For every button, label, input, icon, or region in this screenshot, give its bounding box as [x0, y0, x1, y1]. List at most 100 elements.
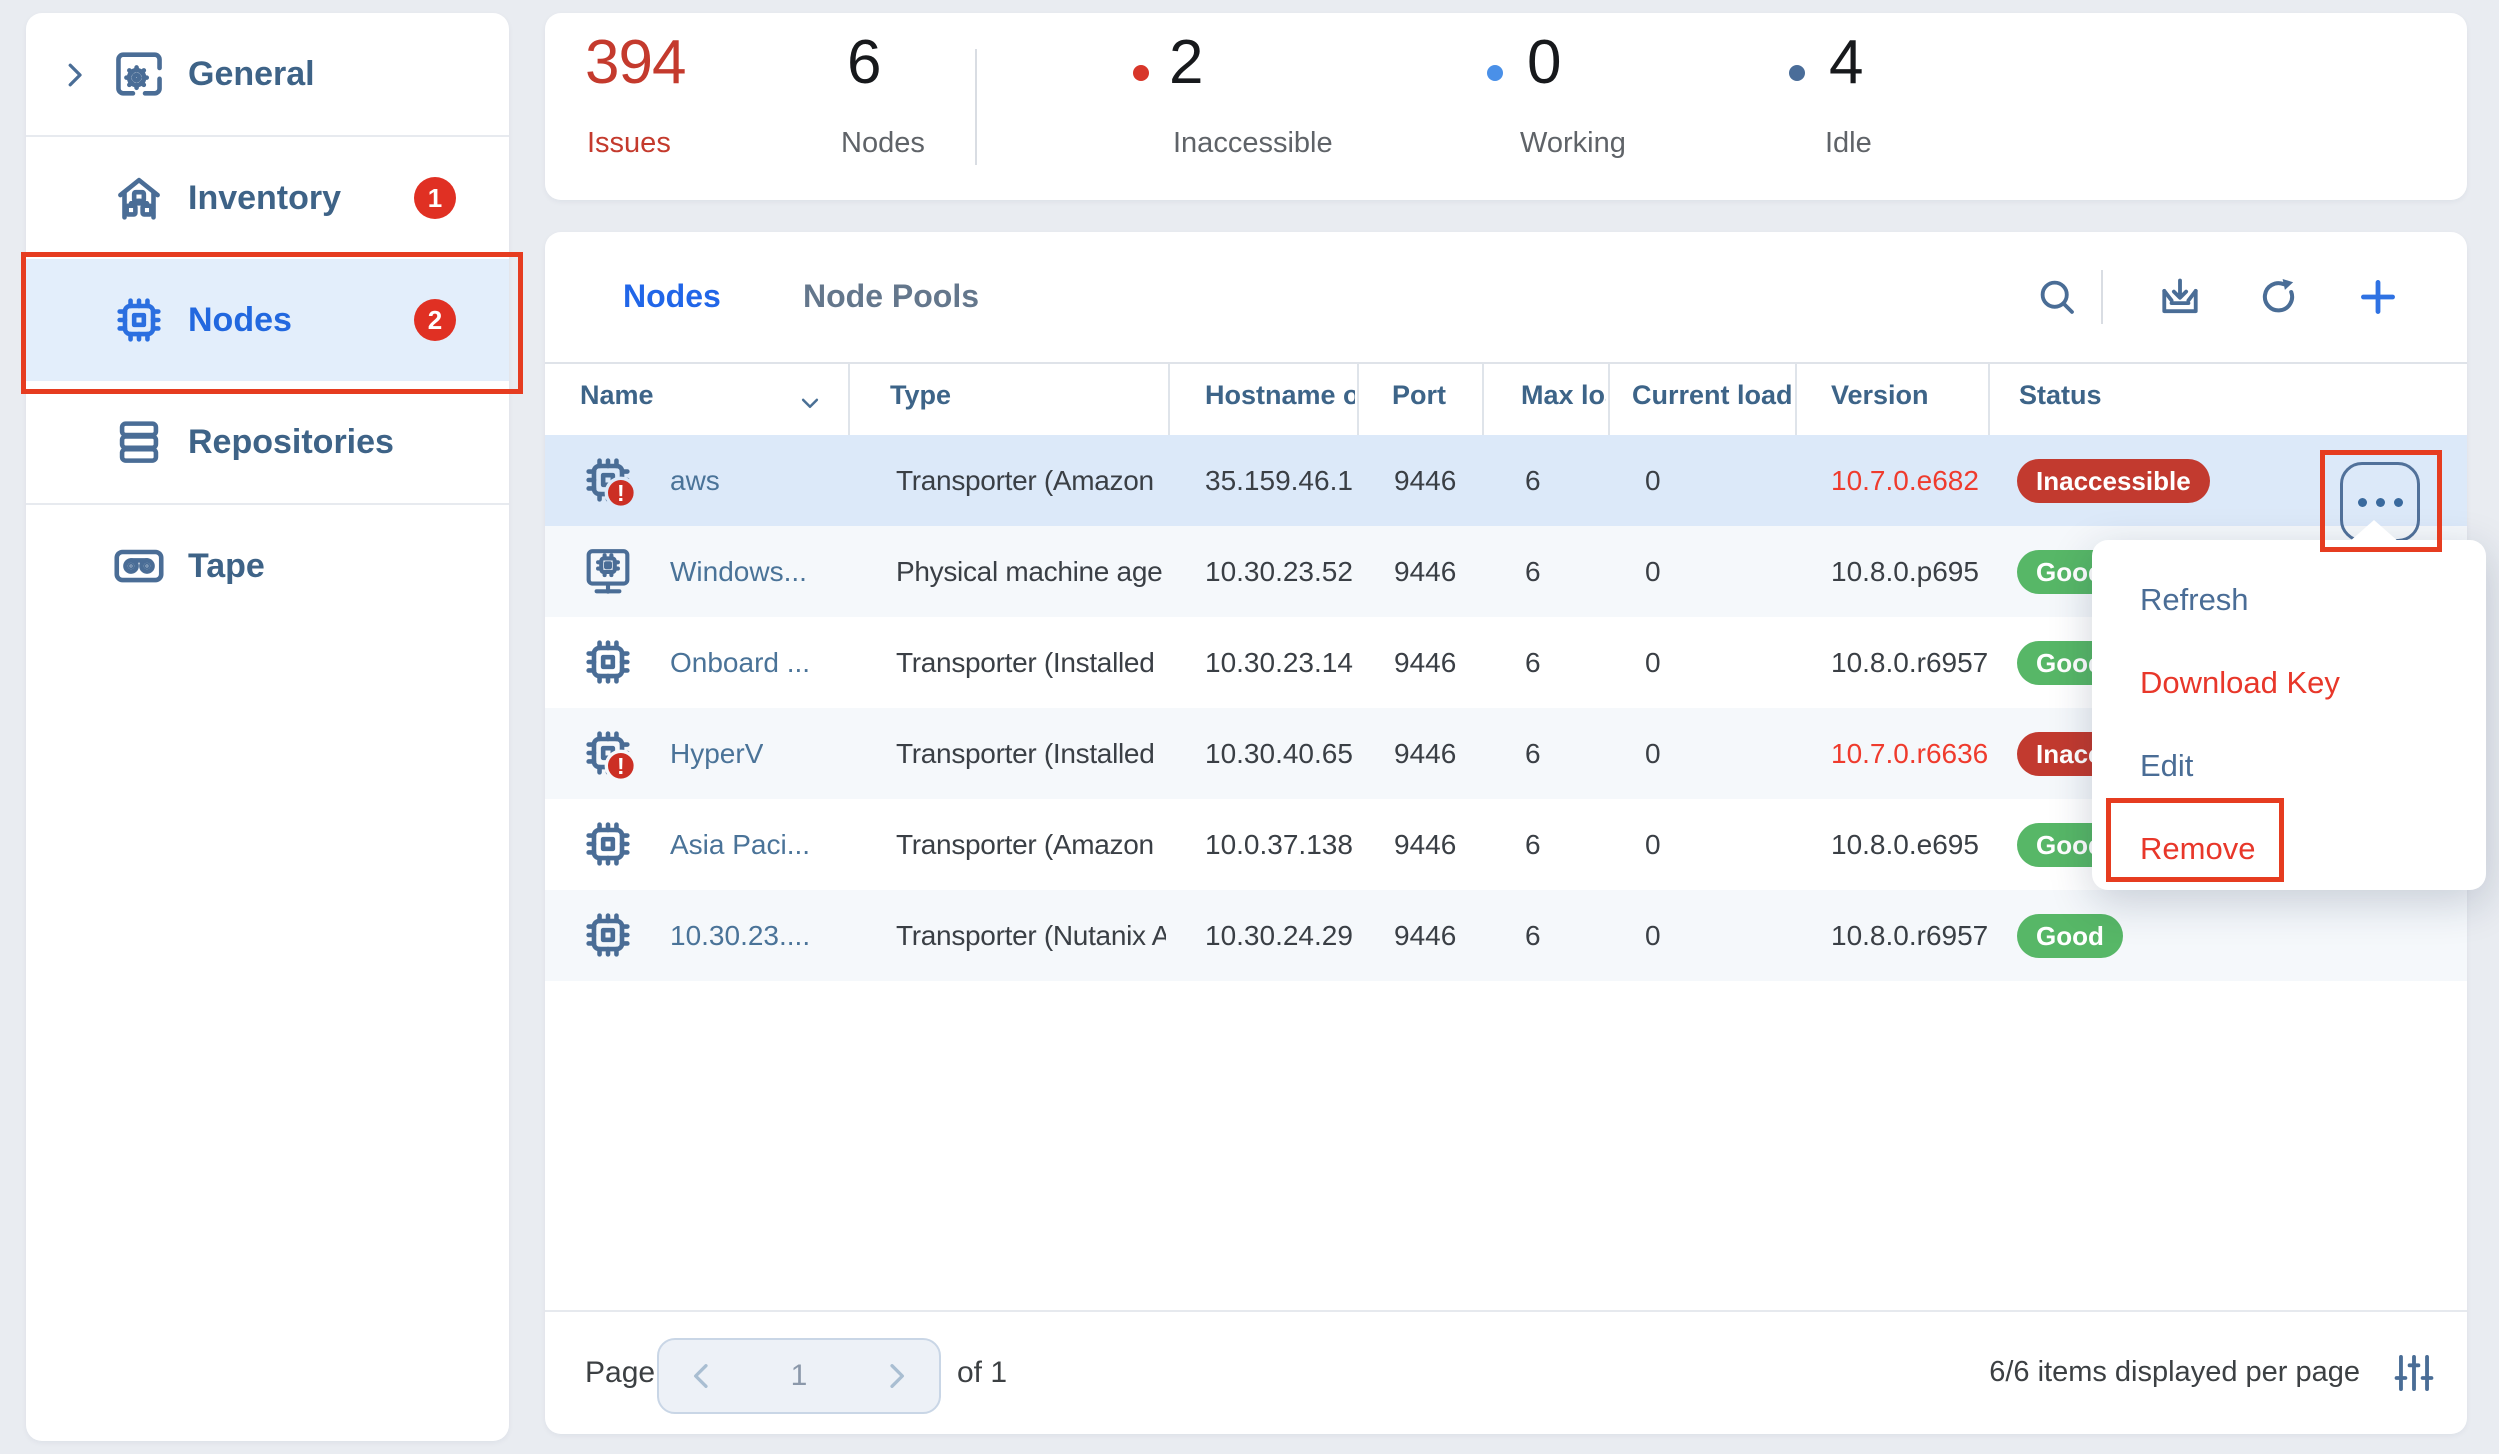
sidebar-item-repositories[interactable]: Repositories — [26, 381, 509, 505]
general-settings-icon — [110, 45, 168, 103]
column-separator — [1482, 364, 1484, 436]
chip-icon — [579, 906, 637, 964]
menu-item-remove[interactable]: Remove — [2140, 830, 2256, 866]
col-header-name[interactable]: Name — [580, 380, 654, 410]
node-hostname: 10.30.23.52 — [1205, 556, 1353, 587]
node-type: Physical machine age — [896, 556, 1163, 587]
col-header-version[interactable]: Version — [1831, 380, 1929, 410]
node-port: 9446 — [1394, 647, 1457, 678]
status-badge: Inaccessible — [2017, 435, 2210, 526]
sort-chevron-icon[interactable] — [795, 388, 825, 418]
node-port: 9446 — [1394, 556, 1457, 587]
prev-page-icon[interactable] — [683, 1357, 721, 1395]
chip-icon — [579, 815, 637, 873]
chip-alert-icon: ! — [579, 451, 637, 509]
machine-icon — [579, 542, 637, 600]
node-port: 9446 — [1394, 920, 1457, 951]
node-port: 9446 — [1394, 738, 1457, 769]
menu-item-edit[interactable]: Edit — [2140, 747, 2194, 783]
node-hostname: 10.30.23.14 — [1205, 647, 1353, 678]
node-currentload: 0 — [1645, 738, 1661, 769]
inaccessible-count: 2 — [1169, 28, 1203, 97]
node-name-link[interactable]: Asia Paci... — [670, 829, 811, 860]
sidebar-item-nodes[interactable]: Nodes 2 — [26, 259, 509, 381]
node-type: Transporter (Installed — [896, 738, 1155, 769]
nodes-count: 6 — [847, 28, 881, 97]
refresh-icon[interactable] — [2255, 274, 2301, 320]
node-version: 10.8.0.e695 — [1831, 829, 1979, 860]
column-separator — [1168, 364, 1170, 436]
stats-bar: 394 Issues 6 Nodes 2 Inaccessible 0 Work… — [545, 13, 2467, 200]
node-version: 10.7.0.e682 — [1831, 465, 1979, 496]
node-hostname: 35.159.46.1 — [1205, 465, 1353, 496]
sidebar-item-label: Inventory — [188, 178, 342, 217]
node-hostname: 10.30.24.29 — [1205, 920, 1353, 951]
next-page-icon[interactable] — [877, 1357, 915, 1395]
display-settings-icon[interactable] — [2391, 1350, 2437, 1396]
node-name-link[interactable]: aws — [670, 465, 720, 496]
node-name-link[interactable]: 10.30.23.... — [670, 920, 811, 951]
node-currentload: 0 — [1645, 647, 1661, 678]
search-icon[interactable] — [2034, 274, 2080, 320]
svg-text:!: ! — [617, 753, 625, 779]
add-icon[interactable] — [2355, 274, 2401, 320]
node-version: 10.7.0.r6636 — [1831, 738, 1989, 769]
node-port: 9446 — [1394, 829, 1457, 860]
sidebar-item-inventory[interactable]: Inventory 1 — [26, 137, 509, 259]
inaccessible-dot-icon — [1133, 65, 1149, 81]
node-name-link[interactable]: HyperV — [670, 738, 764, 769]
menu-item-refresh[interactable]: Refresh — [2140, 581, 2249, 617]
import-icon[interactable] — [2157, 274, 2203, 320]
col-header-port[interactable]: Port — [1392, 380, 1446, 410]
column-separator — [1357, 364, 1359, 436]
col-header-type[interactable]: Type — [890, 380, 952, 410]
node-version: 10.8.0.p695 — [1831, 556, 1979, 587]
stats-divider — [975, 49, 977, 165]
nodes-chip-icon — [110, 291, 168, 349]
nodes-table: ! aws Transporter (Amazon 35.159.46.1 94… — [545, 435, 2467, 981]
issues-count: 394 — [585, 28, 686, 97]
table-row[interactable]: ! aws Transporter (Amazon 35.159.46.1 94… — [545, 435, 2467, 526]
node-currentload: 0 — [1645, 465, 1661, 496]
inventory-count-badge: 1 — [414, 177, 456, 219]
chevron-right-icon[interactable] — [56, 57, 92, 93]
sidebar-item-label: Tape — [188, 546, 265, 585]
node-type: Transporter (Amazon — [896, 829, 1154, 860]
node-hostname: 10.0.37.138 — [1205, 829, 1353, 860]
nodes-label: Nodes — [841, 127, 925, 159]
nodes-count-badge: 2 — [414, 299, 456, 341]
sidebar-item-label: Repositories — [188, 422, 394, 461]
table-row[interactable]: 10.30.23.... Transporter (Nutanix A 10.3… — [545, 890, 2467, 981]
node-name-link[interactable]: Windows... — [670, 556, 807, 587]
node-name-link[interactable]: Onboard ... — [670, 647, 811, 678]
current-page-input[interactable]: 1 — [790, 1359, 808, 1392]
row-actions-menu: Refresh Download Key Edit Remove — [2092, 540, 2486, 890]
ellipsis-icon — [2357, 497, 2367, 507]
node-hostname: 10.30.40.65 — [1205, 738, 1353, 769]
page-stepper: 1 — [657, 1338, 941, 1414]
tab-nodes[interactable]: Nodes — [623, 278, 721, 314]
col-header-hostname[interactable]: Hostname or — [1205, 380, 1355, 410]
sidebar-item-tape[interactable]: Tape — [26, 505, 509, 627]
menu-item-download-key[interactable]: Download Key — [2140, 664, 2340, 700]
idle-count: 4 — [1829, 28, 1863, 97]
node-version: 10.8.0.r6957 — [1831, 920, 1989, 951]
repositories-icon — [110, 413, 168, 471]
chip-alert-icon: ! — [579, 724, 637, 782]
menu-caret — [2349, 520, 2399, 542]
node-currentload: 0 — [1645, 920, 1661, 951]
working-label: Working — [1520, 127, 1626, 159]
sidebar-item-label: Nodes — [188, 300, 292, 339]
col-header-maxload[interactable]: Max loa — [1521, 380, 1606, 410]
node-currentload: 0 — [1645, 556, 1661, 587]
node-version: 10.8.0.r6957 — [1831, 647, 1989, 678]
tab-node-pools[interactable]: Node Pools — [803, 278, 980, 314]
node-type: Transporter (Installed — [896, 647, 1155, 678]
col-header-status[interactable]: Status — [2019, 380, 2102, 410]
col-header-currentload[interactable]: Current load — [1632, 380, 1793, 410]
inaccessible-label: Inaccessible — [1173, 127, 1333, 159]
column-separator — [1795, 364, 1797, 436]
pagination-bar: Page 1 of 1 6/6 items displayed per page — [545, 1310, 2467, 1436]
sidebar-item-general[interactable]: General — [26, 13, 509, 137]
page-total-label: of 1 — [957, 1356, 1008, 1389]
